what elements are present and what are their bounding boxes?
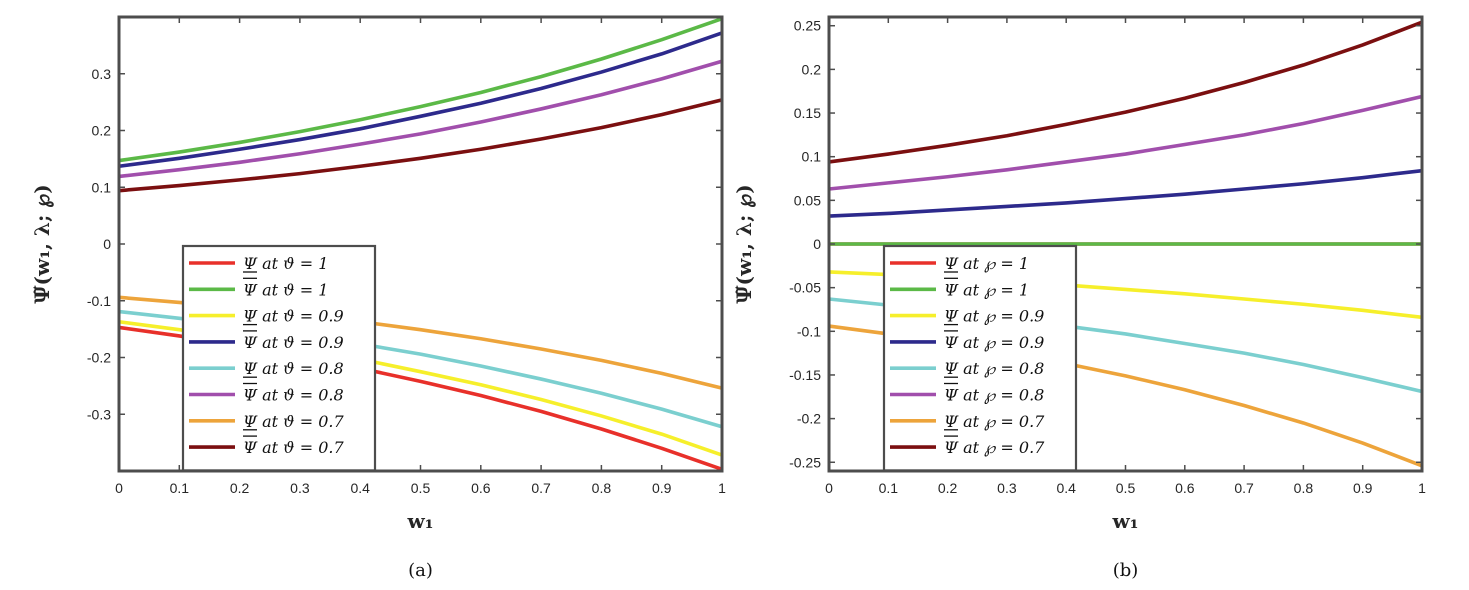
y-tick-label: -0.2 <box>87 350 111 366</box>
x-tick-label: 0.3 <box>997 480 1017 496</box>
x-tick-label: 0.9 <box>652 480 672 496</box>
series-line-1 <box>118 17 723 163</box>
x-tick-label: 0.2 <box>938 480 958 496</box>
x-tick-label: 0.4 <box>1056 480 1076 496</box>
y-tick-label: 0.15 <box>794 105 821 121</box>
x-tick-label: 0.2 <box>230 480 250 496</box>
y-tick-label: 0.2 <box>802 61 822 77</box>
y-axis-label: Ψ̃(w₁, λ; ℘) <box>30 184 54 303</box>
x-tick-label: 0.6 <box>1175 480 1195 496</box>
y-tick-label: -0.25 <box>789 454 821 470</box>
legend-entry-label: Ψ at ℘ = 0.7 <box>944 438 1045 457</box>
y-axis-label: Ψ̃(w₁, λ; ℘) <box>732 184 756 303</box>
y-tick-label: -0.2 <box>797 411 821 427</box>
x-tick-label: 0.6 <box>471 480 491 496</box>
panel-b: 0 0.1 0.2 0.3 0.4 0.5 0.6 0.7 0.8 0.9 1 -0.25 -0.2 -0… <box>732 15 1426 581</box>
legend-entry-label: Ψ at ℘ = 1 <box>944 254 1029 273</box>
y-tick-label: 0 <box>813 236 821 252</box>
x-tick-label: 0.8 <box>592 480 612 496</box>
x-tick-label: 0 <box>115 480 123 496</box>
x-tick-label: 0 <box>825 480 833 496</box>
x-tick-label: 0.5 <box>1116 480 1136 496</box>
y-tick-label: -0.1 <box>87 293 111 309</box>
x-axis-label: w₁ <box>407 509 434 533</box>
x-tick-label: 0.1 <box>879 480 899 496</box>
series-line-5 <box>118 59 723 179</box>
panel-label: (a) <box>408 560 433 581</box>
legend-entry-label: Ψ at ϑ = 0.9 <box>243 333 344 352</box>
x-tick-label: 0.7 <box>1234 480 1254 496</box>
y-tick-label: -0.3 <box>87 406 111 422</box>
legend-entry-label: Ψ at ϑ = 1 <box>243 280 328 299</box>
series-line-3 <box>118 31 723 169</box>
x-tick-label: 0.8 <box>1294 480 1314 496</box>
legend: Ψ at ϑ = 1 Ψ at ϑ = 1 Ψ at ϑ = 0.9 Ψ at ϑ =… <box>181 244 377 472</box>
legend-entry-label: Ψ at ϑ = 0.9 <box>243 307 344 326</box>
y-tick-label: 0.25 <box>794 18 821 34</box>
series-line-3 <box>828 168 1423 218</box>
y-tick-label: 0.3 <box>92 66 112 82</box>
legend-entry-label: Ψ at ϑ = 0.8 <box>243 386 344 405</box>
y-tick-label: -0.1 <box>797 323 821 339</box>
panel-a: 0 0.1 0.2 0.3 0.4 0.5 0.6 0.7 0.8 0.9 1 -0.3 -0.2 -0.… <box>30 15 726 581</box>
y-tick-label: 0.05 <box>794 192 821 208</box>
panel-label: (b) <box>1113 560 1139 581</box>
x-tick-label: 0.9 <box>1353 480 1373 496</box>
legend-entry-label: Ψ at ℘ = 1 <box>944 280 1029 299</box>
x-tick-label: 0.5 <box>411 480 431 496</box>
x-tick-label: 0.7 <box>531 480 551 496</box>
x-axis-label: w₁ <box>1112 509 1139 533</box>
x-tick-label: 1 <box>1418 480 1426 496</box>
legend-entry-label: Ψ at ϑ = 0.7 <box>243 438 344 457</box>
legend-entry-label: Ψ at ℘ = 0.8 <box>944 386 1044 405</box>
legend-entry-label: Ψ at ϑ = 0.8 <box>243 359 344 378</box>
series-line-7 <box>118 98 723 193</box>
y-tick-label: 0.1 <box>92 179 112 195</box>
legend-box <box>882 244 1078 472</box>
legend-entry-label: Ψ at ℘ = 0.7 <box>944 412 1045 431</box>
x-tick-label: 1 <box>718 480 726 496</box>
legend-entry-label: Ψ at ℘ = 0.9 <box>944 333 1044 352</box>
legend-entry-label: Ψ at ϑ = 0.7 <box>243 412 344 431</box>
y-tick-label: 0.1 <box>802 149 822 165</box>
legend-entry-label: Ψ at ϑ = 1 <box>243 254 328 273</box>
series-line-7 <box>828 20 1423 164</box>
x-tick-label: 0.4 <box>350 480 370 496</box>
legend: Ψ at ℘ = 1 Ψ at ℘ = 1 Ψ at ℘ = 0.9 Ψ at ℘ =… <box>882 244 1078 472</box>
legend-entry-label: Ψ at ℘ = 0.8 <box>944 359 1044 378</box>
y-tick-label: 0.2 <box>92 123 112 139</box>
x-tick-label: 0.3 <box>290 480 310 496</box>
y-tick-label: 0 <box>103 236 111 252</box>
series-line-5 <box>828 94 1423 191</box>
legend-entry-label: Ψ at ℘ = 0.9 <box>944 307 1044 326</box>
y-tick-label: -0.05 <box>789 280 821 296</box>
legend-box <box>181 244 377 472</box>
x-tick-label: 0.1 <box>170 480 190 496</box>
y-tick-label: -0.15 <box>789 367 821 383</box>
